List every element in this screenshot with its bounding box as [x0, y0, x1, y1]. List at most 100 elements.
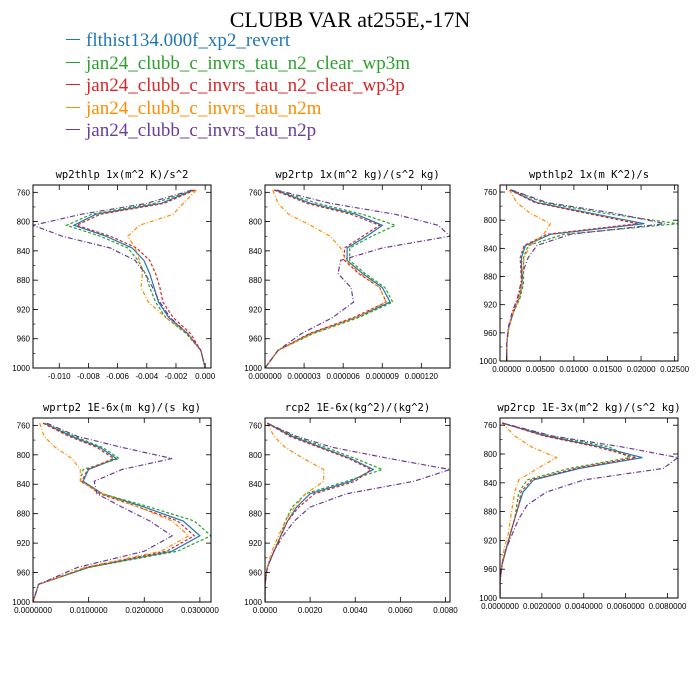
series-line: [506, 189, 665, 361]
series-line: [265, 422, 375, 602]
y-tick-label: 880: [484, 508, 498, 517]
y-tick-label: 760: [17, 188, 31, 197]
x-tick-label: 0.00500: [526, 365, 555, 374]
x-tick-label: 0.01000: [559, 365, 588, 374]
legend-swatch: [66, 84, 80, 86]
x-tick-label: 0.0040: [343, 606, 368, 615]
legend-swatch: [66, 129, 80, 131]
chart-panel: rcp2 1E-6x(kg^2)/(kg^2) 760 800 840 880 920 96…: [244, 402, 458, 615]
plot-frame: [499, 184, 679, 362]
y-tick-label: 840: [484, 479, 498, 488]
legend-entry: jan24_clubb_c_invrs_tau_n2_clear_wp3m: [66, 53, 410, 76]
x-tick-label: 0.0080: [433, 606, 458, 615]
plot-frame: [32, 417, 212, 603]
plot-frame: [32, 184, 212, 369]
y-tick-label: 960: [484, 565, 498, 574]
y-tick-label: 760: [484, 188, 498, 197]
y-tick-label: 800: [484, 450, 498, 459]
series-line: [33, 422, 211, 602]
y-tick-label: 840: [17, 247, 31, 256]
x-tick-label: -0.004: [135, 372, 158, 381]
series-line: [265, 189, 387, 368]
series-line: [500, 422, 558, 598]
panel-title: wp2rcp 1E-3x(m^2 kg)/(s^2 kg): [497, 402, 680, 414]
panel-title: rcp2 1E-6x(kg^2)/(kg^2): [285, 402, 430, 414]
y-tick-label: 920: [484, 536, 498, 545]
y-tick-label: 920: [484, 301, 498, 310]
x-tick-label: 0.000006: [326, 372, 360, 381]
y-tick-label: 760: [249, 188, 263, 197]
y-tick-label: 960: [249, 335, 263, 344]
y-tick-label: 960: [17, 335, 31, 344]
chart-panel: wprtp2 1E-6x(m kg)/(s kg) 760 800 840 880 920…: [12, 402, 219, 615]
y-tick-label: 880: [17, 510, 31, 519]
legend-entry: jan24_clubb_c_invrs_tau_n2_clear_wp3p: [66, 75, 410, 98]
y-tick-label: 880: [484, 273, 498, 282]
y-tick-label: 960: [17, 569, 31, 578]
y-tick-label: 800: [249, 451, 263, 460]
figure-title: CLUBB VAR at255E,-17N: [229, 7, 471, 32]
x-tick-label: 0.0000: [253, 606, 278, 615]
panel-title: wp2thlp 1x(m^2 K)/s^2: [56, 169, 189, 181]
series-line: [500, 422, 637, 598]
y-tick-label: 840: [17, 480, 31, 489]
x-tick-label: 0.000: [195, 372, 216, 381]
series-line: [265, 422, 325, 602]
chart-panel: wpthlp2 1x(m K^2)/s 760 800 840 880 920 960 100…: [479, 169, 689, 374]
x-tick-label: 0.0040000: [565, 602, 603, 611]
y-tick-label: 1000: [12, 364, 30, 373]
y-tick-label: 1000: [244, 598, 262, 607]
y-tick-label: 960: [249, 569, 263, 578]
y-tick-label: 800: [249, 218, 263, 227]
panel-title: wprtp2 1E-6x(m kg)/(s kg): [43, 402, 201, 414]
legend-entry: jan24_clubb_c_invrs_tau_n2p: [66, 120, 410, 143]
y-tick-label: 840: [249, 247, 263, 256]
series-line: [500, 422, 678, 598]
chart-panel: wp2rcp 1E-3x(m^2 kg)/(s^2 kg) 760 800 840 88…: [479, 402, 687, 611]
y-tick-label: 760: [17, 421, 31, 430]
series-line: [265, 189, 387, 368]
x-tick-label: 0.000120: [405, 372, 439, 381]
series-line: [265, 189, 391, 368]
y-tick-label: 1000: [479, 594, 497, 603]
legend-label: jan24_clubb_c_invrs_tau_n2_clear_wp3m: [86, 52, 410, 74]
y-tick-label: 1000: [12, 598, 30, 607]
y-tick-label: 880: [249, 276, 263, 285]
series-line: [75, 189, 206, 368]
x-tick-label: 0.000000: [248, 372, 282, 381]
x-tick-label: 0.000009: [366, 372, 400, 381]
series-line: [265, 189, 450, 368]
legend-label: jan24_clubb_c_invrs_tau_n2p: [86, 120, 317, 141]
y-tick-label: 800: [17, 451, 31, 460]
series-line: [64, 189, 206, 368]
legend-entry: flthist134.000f_xp2_revert: [66, 30, 410, 53]
x-tick-label: -0.010: [48, 372, 71, 381]
series-line: [506, 189, 552, 361]
chart-panel: wp2rtp 1x(m^2 kg)/(s^2 kg) 760 800 840 880 92…: [244, 169, 451, 381]
plot-frame: [264, 417, 451, 603]
plot-frame: [264, 184, 451, 369]
x-tick-label: 0.000003: [287, 372, 321, 381]
y-tick-label: 800: [484, 216, 498, 225]
y-tick-label: 840: [249, 480, 263, 489]
series-line: [33, 422, 174, 602]
series-line: [500, 422, 643, 598]
series-line: [265, 422, 373, 602]
x-tick-label: 0.01500: [593, 365, 622, 374]
panel-title: wpthlp2 1x(m K^2)/s: [529, 169, 649, 181]
x-tick-label: -0.008: [77, 372, 100, 381]
y-tick-label: 1000: [479, 357, 497, 366]
x-tick-label: 0.0100000: [70, 606, 108, 615]
series-line: [33, 422, 201, 602]
series-line: [33, 423, 190, 602]
series-line: [33, 189, 206, 368]
x-tick-label: 0.02500: [660, 365, 689, 374]
y-tick-label: 960: [484, 329, 498, 338]
legend-swatch: [66, 61, 80, 63]
x-tick-label: 0.02000: [627, 365, 656, 374]
x-tick-label: 0.0300000: [181, 606, 219, 615]
legend-label: jan24_clubb_c_invrs_tau_n2_clear_wp3p: [86, 75, 405, 96]
y-tick-label: 920: [17, 539, 31, 548]
x-tick-label: -0.002: [165, 372, 188, 381]
